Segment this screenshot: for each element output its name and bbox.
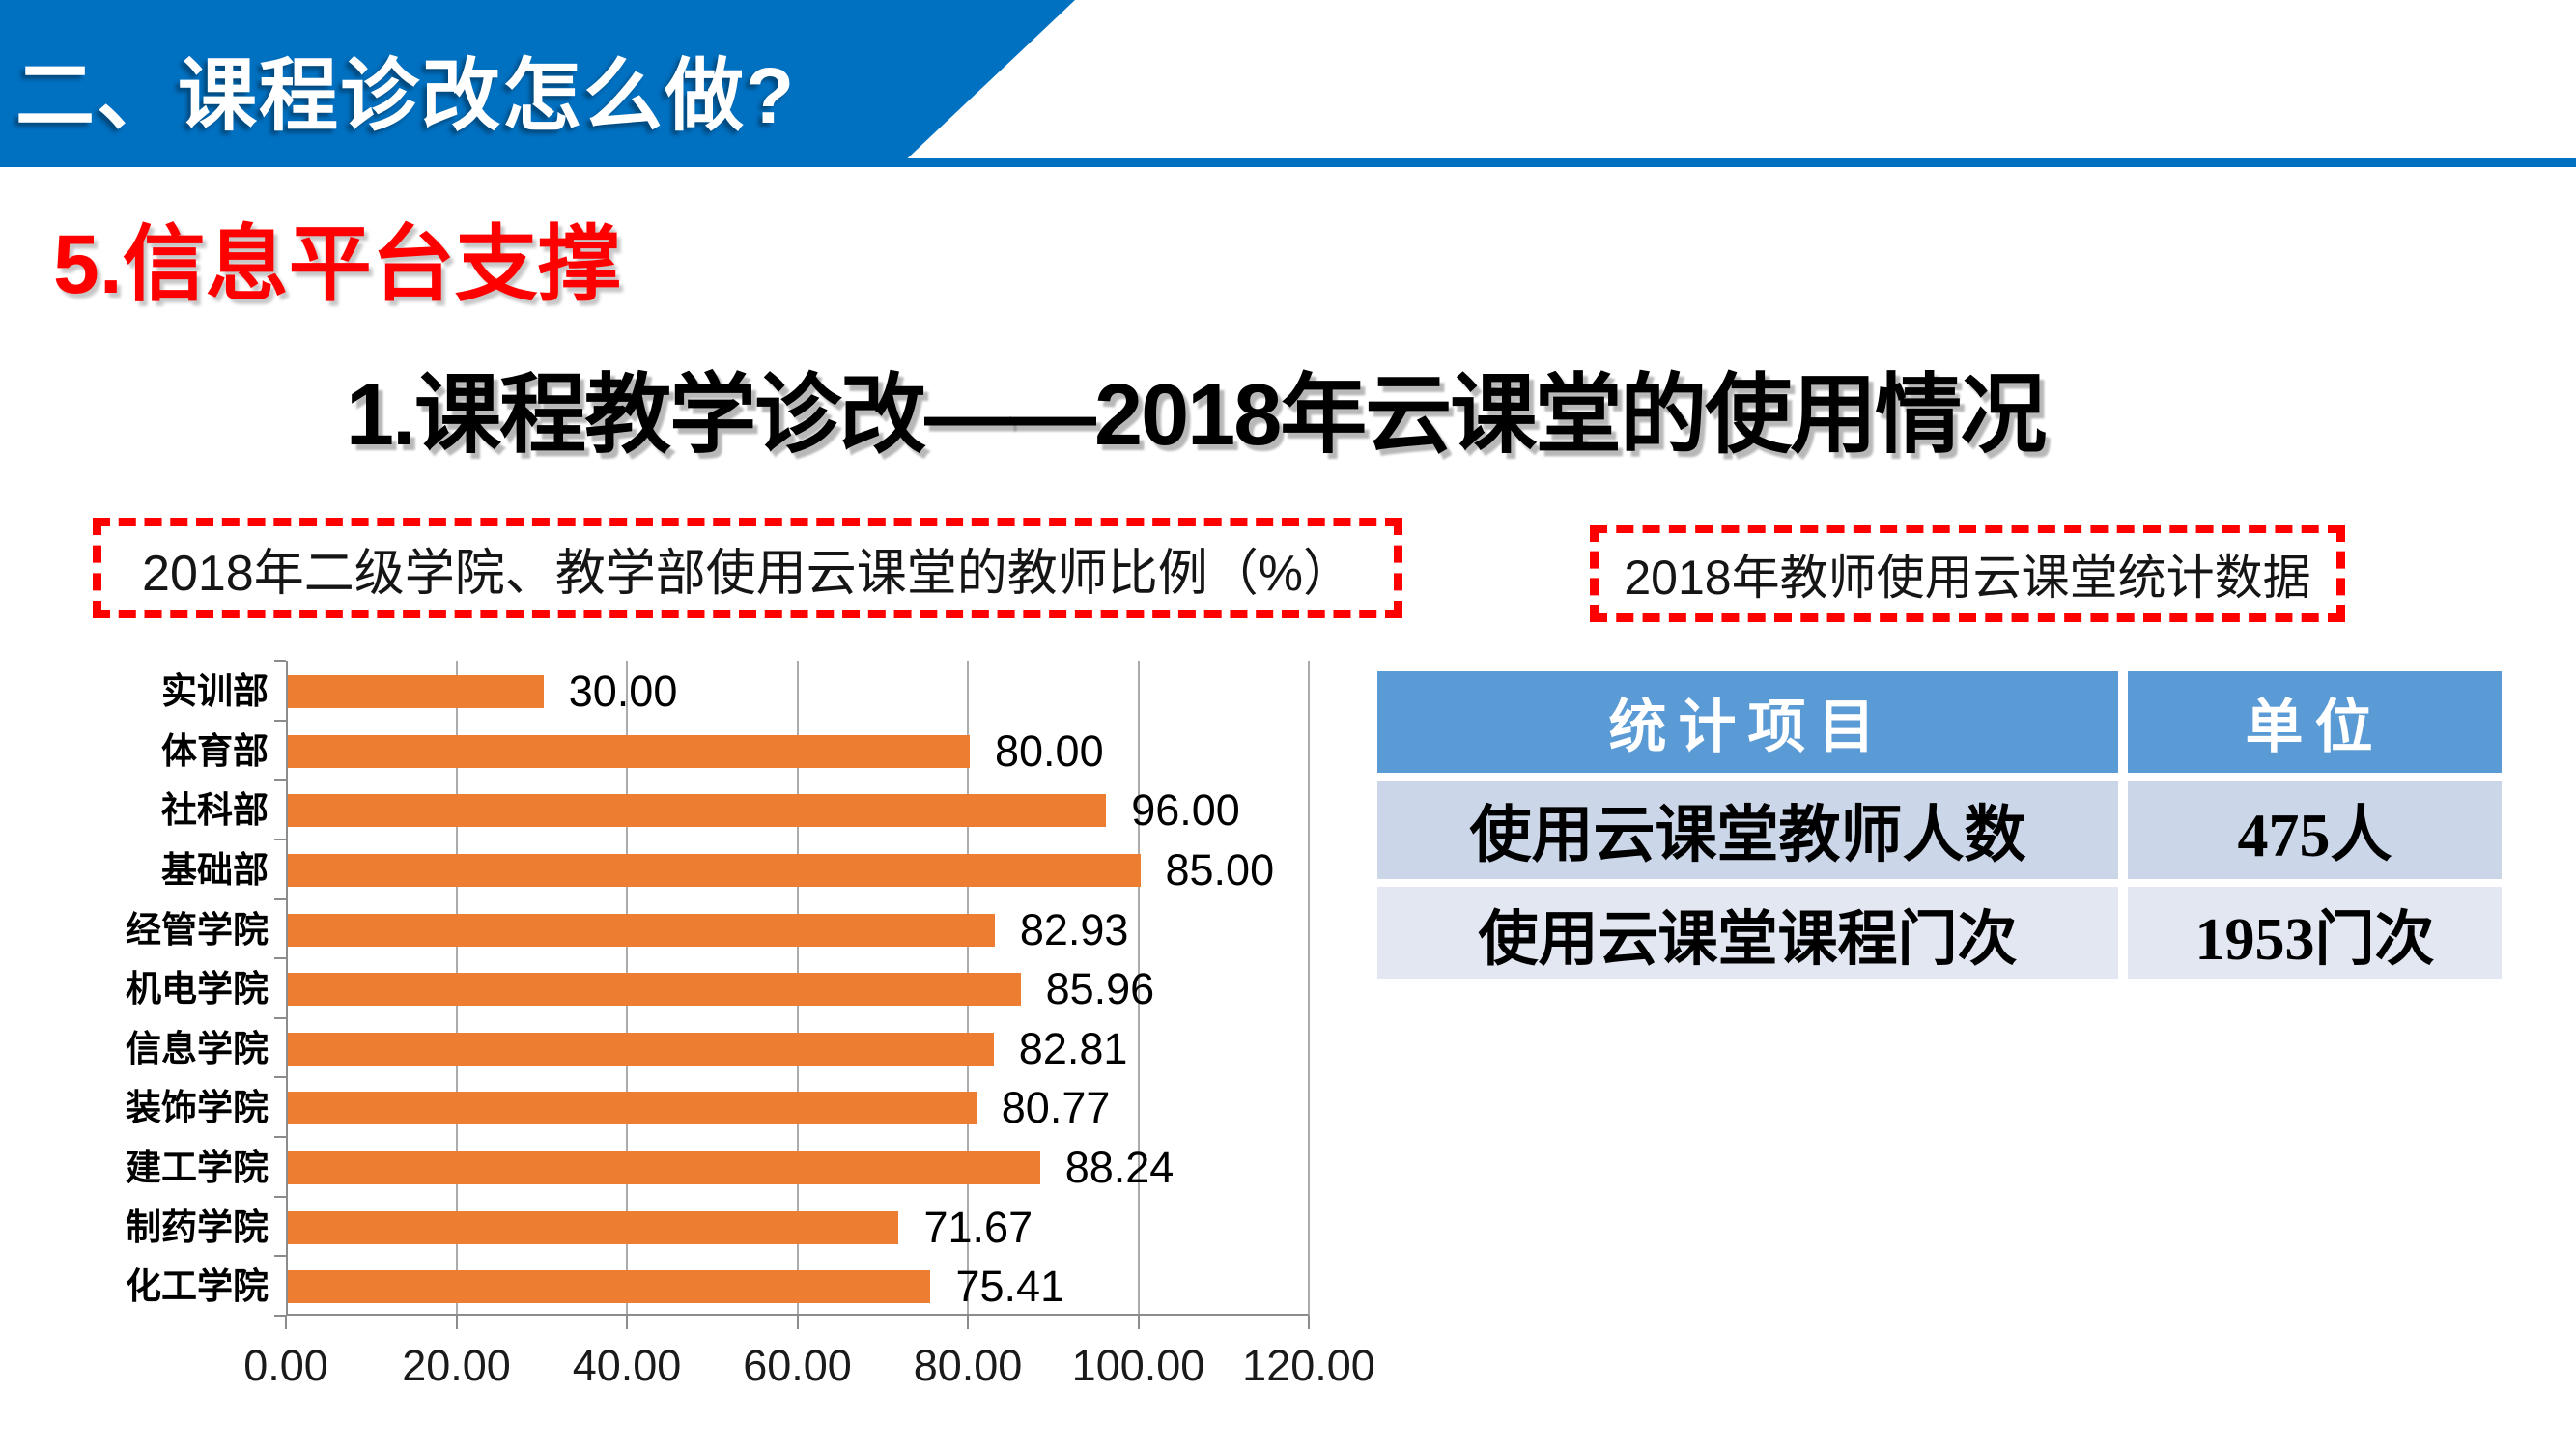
table-header-cell: 统计项目 [1377, 671, 2118, 773]
category-label: 社科部 [161, 790, 269, 831]
table-data-cell: 1953门次 [2128, 887, 2502, 979]
category-label: 经管学院 [126, 909, 269, 950]
category-label: 信息学院 [126, 1028, 269, 1068]
y-axis-tick [274, 1076, 286, 1079]
stats-table: 统计项目 单位 使用云课堂教师人数 475人 使用云课堂课程门次 1953门次 [1377, 671, 2502, 979]
bar-value-label: 82.93 [1019, 904, 1129, 954]
header-banner: 二、课程诊改怎么做? [0, 0, 1075, 167]
x-axis-tick [1137, 1316, 1140, 1329]
category-label: 实训部 [161, 671, 269, 711]
bar-value-label: 82.81 [1018, 1023, 1128, 1073]
x-axis-tick [626, 1316, 628, 1329]
y-axis-tick [274, 779, 286, 782]
bar [288, 913, 995, 947]
category-label: 制药学院 [126, 1207, 269, 1247]
y-axis-tick [274, 660, 286, 662]
y-axis-tick [274, 897, 286, 900]
y-axis-tick [274, 1195, 286, 1198]
bar-value-label: 85.00 [1165, 844, 1275, 895]
bar-value-label: 80.77 [1001, 1083, 1111, 1133]
bar [288, 1210, 899, 1244]
y-axis-tick [274, 1136, 286, 1139]
x-axis-tick [455, 1316, 458, 1329]
y-axis-tick [274, 957, 286, 960]
chart-panel-label-box: 2018年二级学院、教学部使用云课堂的教师比例（%） [93, 518, 1402, 618]
bar-value-label: 88.24 [1064, 1143, 1175, 1193]
x-axis-tick-label: 40.00 [572, 1341, 682, 1390]
gridline [626, 661, 628, 1316]
page-title: 1.课程教学诊改——2018年云课堂的使用情况 [346, 367, 2047, 464]
stats-panel-label-box: 2018年教师使用云课堂统计数据 [1590, 525, 2345, 622]
bar [288, 794, 1107, 828]
y-axis-tick [274, 1016, 286, 1019]
gridline [967, 661, 969, 1316]
banner-title: 二、课程诊改怎么做? [15, 52, 797, 140]
header-divider-line [0, 158, 2576, 167]
section-heading: 5.信息平台支撑 [53, 218, 621, 311]
x-axis-tick-label: 80.00 [913, 1341, 1023, 1390]
bar [288, 973, 1021, 1007]
table-data-cell: 使用云课堂教师人数 [1377, 781, 2118, 879]
x-axis-tick-label: 20.00 [402, 1341, 511, 1390]
bar [288, 853, 1141, 887]
category-label: 体育部 [161, 730, 269, 771]
x-axis-tick-label: 60.00 [743, 1341, 852, 1390]
y-axis-tick [274, 838, 286, 840]
gridline [1137, 661, 1140, 1316]
y-axis-tick [274, 1255, 286, 1258]
category-label: 建工学院 [126, 1148, 269, 1188]
category-label: 基础部 [161, 849, 269, 890]
category-label: 化工学院 [126, 1266, 269, 1307]
x-axis-tick [796, 1316, 799, 1329]
y-axis-tick [274, 719, 286, 722]
bar-value-label: 71.67 [923, 1202, 1033, 1252]
table-header-cell: 单位 [2128, 671, 2502, 773]
bar [288, 1092, 977, 1125]
bar-value-label: 85.96 [1045, 964, 1155, 1014]
y-axis-tick [274, 1315, 286, 1317]
bar-value-label: 96.00 [1131, 785, 1240, 836]
chart-panel-label: 2018年二级学院、教学部使用云课堂的教师比例（%） [142, 545, 1353, 602]
bar [288, 675, 544, 708]
bar-value-label: 80.00 [995, 725, 1104, 776]
bar [288, 1270, 931, 1304]
category-label: 装饰学院 [126, 1088, 269, 1128]
bar-value-label: 75.41 [955, 1262, 1065, 1312]
x-axis-tick-label: 100.00 [1071, 1341, 1205, 1390]
plot-frame [286, 661, 1309, 1316]
x-axis-tick-label: 120.00 [1242, 1341, 1375, 1390]
x-axis-tick [1308, 1316, 1310, 1329]
table-data-cell: 475人 [2128, 781, 2502, 879]
bar [288, 1032, 994, 1066]
gridline [1308, 661, 1310, 1316]
gridline [455, 661, 458, 1316]
bar-value-label: 30.00 [568, 667, 678, 716]
x-axis-tick [967, 1316, 969, 1329]
gridline [796, 661, 799, 1316]
stats-panel-label: 2018年教师使用云课堂统计数据 [1624, 550, 2311, 605]
x-axis-tick [285, 1316, 287, 1329]
bar [288, 1151, 1040, 1185]
x-axis-tick-label: 0.00 [243, 1341, 328, 1390]
bar [288, 734, 970, 768]
table-data-cell: 使用云课堂课程门次 [1377, 887, 2118, 979]
category-label: 机电学院 [126, 969, 269, 1009]
